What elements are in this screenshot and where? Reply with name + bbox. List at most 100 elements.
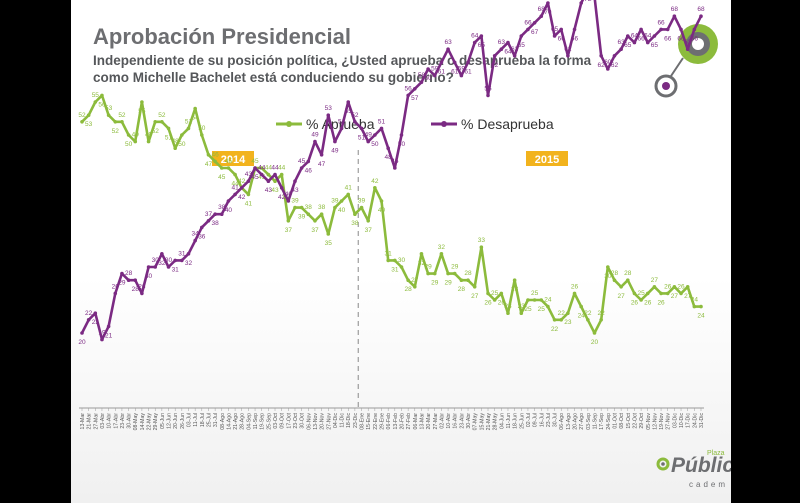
- data-point-aprueba: [160, 120, 164, 124]
- data-point-desaprueba: [546, 1, 550, 5]
- data-point-desaprueba: [206, 219, 211, 223]
- data-point-desaprueba: [552, 34, 557, 38]
- data-point-desaprueba: [146, 265, 151, 269]
- data-point-aprueba: [186, 126, 191, 131]
- data-label-desaprueba: 63: [498, 39, 506, 46]
- data-label-aprueba: 22: [551, 326, 559, 333]
- data-point-aprueba: [246, 192, 251, 197]
- data-label-aprueba: 44: [231, 181, 239, 188]
- x-tick-label: 17-Abr: [113, 413, 119, 429]
- data-label-desaprueba: 44: [271, 165, 279, 172]
- data-point-desaprueba: [259, 172, 264, 177]
- x-tick-label: 22-Ene: [373, 413, 379, 430]
- data-point-desaprueba: [379, 126, 384, 131]
- x-tick-label: 23-Dic: [353, 413, 359, 428]
- x-tick-label: 30-Oct: [300, 412, 306, 428]
- data-label-desaprueba: 60: [604, 59, 612, 66]
- data-point-aprueba: [353, 212, 357, 216]
- x-tick-label: 14-Ago: [226, 413, 232, 430]
- data-point-desaprueba: [532, 21, 537, 25]
- x-tick-label: 10-Dic: [679, 413, 685, 428]
- data-point-aprueba: [459, 278, 464, 283]
- data-label-desaprueba: 63: [444, 39, 452, 46]
- data-label-desaprueba: 66: [637, 35, 645, 42]
- x-tick-label: 21-May: [486, 413, 492, 431]
- data-label-desaprueba: 62: [598, 62, 606, 69]
- data-point-desaprueba: [299, 166, 304, 170]
- data-label-aprueba: 50: [125, 141, 133, 148]
- data-point-desaprueba: [539, 14, 544, 18]
- data-point-desaprueba: [599, 54, 603, 58]
- data-label-desaprueba: 29: [118, 280, 126, 287]
- data-label-desaprueba: 64: [644, 33, 652, 40]
- data-point-aprueba: [606, 265, 610, 269]
- data-label-aprueba: 41: [345, 184, 353, 191]
- data-point-aprueba: [126, 133, 131, 137]
- data-point-aprueba: [612, 278, 617, 283]
- data-point-desaprueba: [366, 139, 371, 144]
- x-tick-label: 08-Ago: [220, 413, 226, 430]
- data-point-desaprueba: [86, 318, 91, 322]
- x-tick-label: 24-Sep: [606, 413, 612, 430]
- x-tick-label: 15-Ene: [366, 413, 372, 430]
- data-point-aprueba: [173, 146, 177, 150]
- data-point-aprueba: [306, 212, 311, 216]
- data-point-aprueba: [313, 219, 317, 223]
- data-label-aprueba: 25: [531, 290, 539, 297]
- data-point-desaprueba: [432, 73, 437, 78]
- data-point-desaprueba: [579, 1, 583, 5]
- data-label-desaprueba: 65: [651, 42, 659, 49]
- data-label-aprueba: 22: [598, 310, 606, 317]
- x-tick-label: 11-Sep: [253, 413, 259, 429]
- x-tick-label: 13-Mar: [80, 413, 86, 430]
- data-label-aprueba: 52: [78, 112, 86, 119]
- year-box-2014: [212, 151, 254, 166]
- x-tick-label: 11-Dic: [340, 413, 346, 428]
- data-point-desaprueba: [659, 27, 663, 32]
- data-point-aprueba: [133, 139, 138, 144]
- data-label-aprueba: 23: [504, 303, 512, 310]
- data-label-desaprueba: 45: [251, 174, 259, 181]
- x-tick-label: 03-Dic: [672, 413, 678, 428]
- data-point-aprueba: [226, 166, 231, 170]
- data-point-aprueba: [200, 133, 204, 137]
- data-label-aprueba: 45: [218, 174, 226, 181]
- data-point-aprueba: [373, 186, 377, 190]
- x-tick-label: 23-Abr: [459, 413, 465, 429]
- data-label-aprueba: 41: [245, 200, 253, 207]
- data-point-desaprueba: [239, 186, 244, 190]
- data-label-aprueba: 39: [331, 198, 339, 205]
- x-tick-label: 27-Mar: [93, 413, 99, 430]
- data-label-desaprueba: 38: [218, 204, 226, 211]
- x-tick-label: 30-Abr: [466, 413, 472, 429]
- data-label-aprueba: 53: [105, 105, 113, 112]
- data-point-desaprueba: [665, 27, 670, 32]
- data-label-aprueba: 38: [318, 204, 326, 211]
- x-tick-label: 18-Jul: [200, 413, 206, 427]
- data-label-desaprueba: 31: [172, 266, 180, 273]
- logo-sub: cadem: [689, 480, 728, 489]
- data-point-desaprueba: [439, 60, 444, 65]
- data-point-desaprueba: [446, 47, 450, 51]
- data-label-aprueba: 49: [145, 132, 153, 139]
- x-tick-label: 17-Sep: [599, 413, 605, 430]
- data-point-aprueba: [293, 205, 297, 210]
- data-point-desaprueba: [226, 199, 231, 203]
- data-label-desaprueba: 64: [631, 33, 639, 40]
- data-label-desaprueba: 52: [351, 112, 359, 119]
- data-label-aprueba: 39: [358, 198, 366, 205]
- x-tick-label: 26-Jun: [180, 413, 186, 429]
- data-point-aprueba: [206, 153, 211, 157]
- data-point-desaprueba: [219, 212, 224, 216]
- data-label-desaprueba: 20: [78, 339, 86, 346]
- data-point-desaprueba: [293, 179, 297, 183]
- data-label-desaprueba: 49: [365, 132, 373, 139]
- x-tick-label: 27-Nov: [666, 413, 672, 430]
- x-tick-label: 22-Oct: [632, 412, 638, 428]
- data-point-aprueba: [233, 172, 237, 177]
- data-label-aprueba: 55: [92, 92, 100, 99]
- data-label-aprueba: 48: [172, 138, 180, 145]
- data-label-aprueba: 52: [158, 112, 166, 119]
- x-tick-label: 03-Jul: [186, 413, 192, 427]
- data-point-desaprueba: [652, 34, 657, 38]
